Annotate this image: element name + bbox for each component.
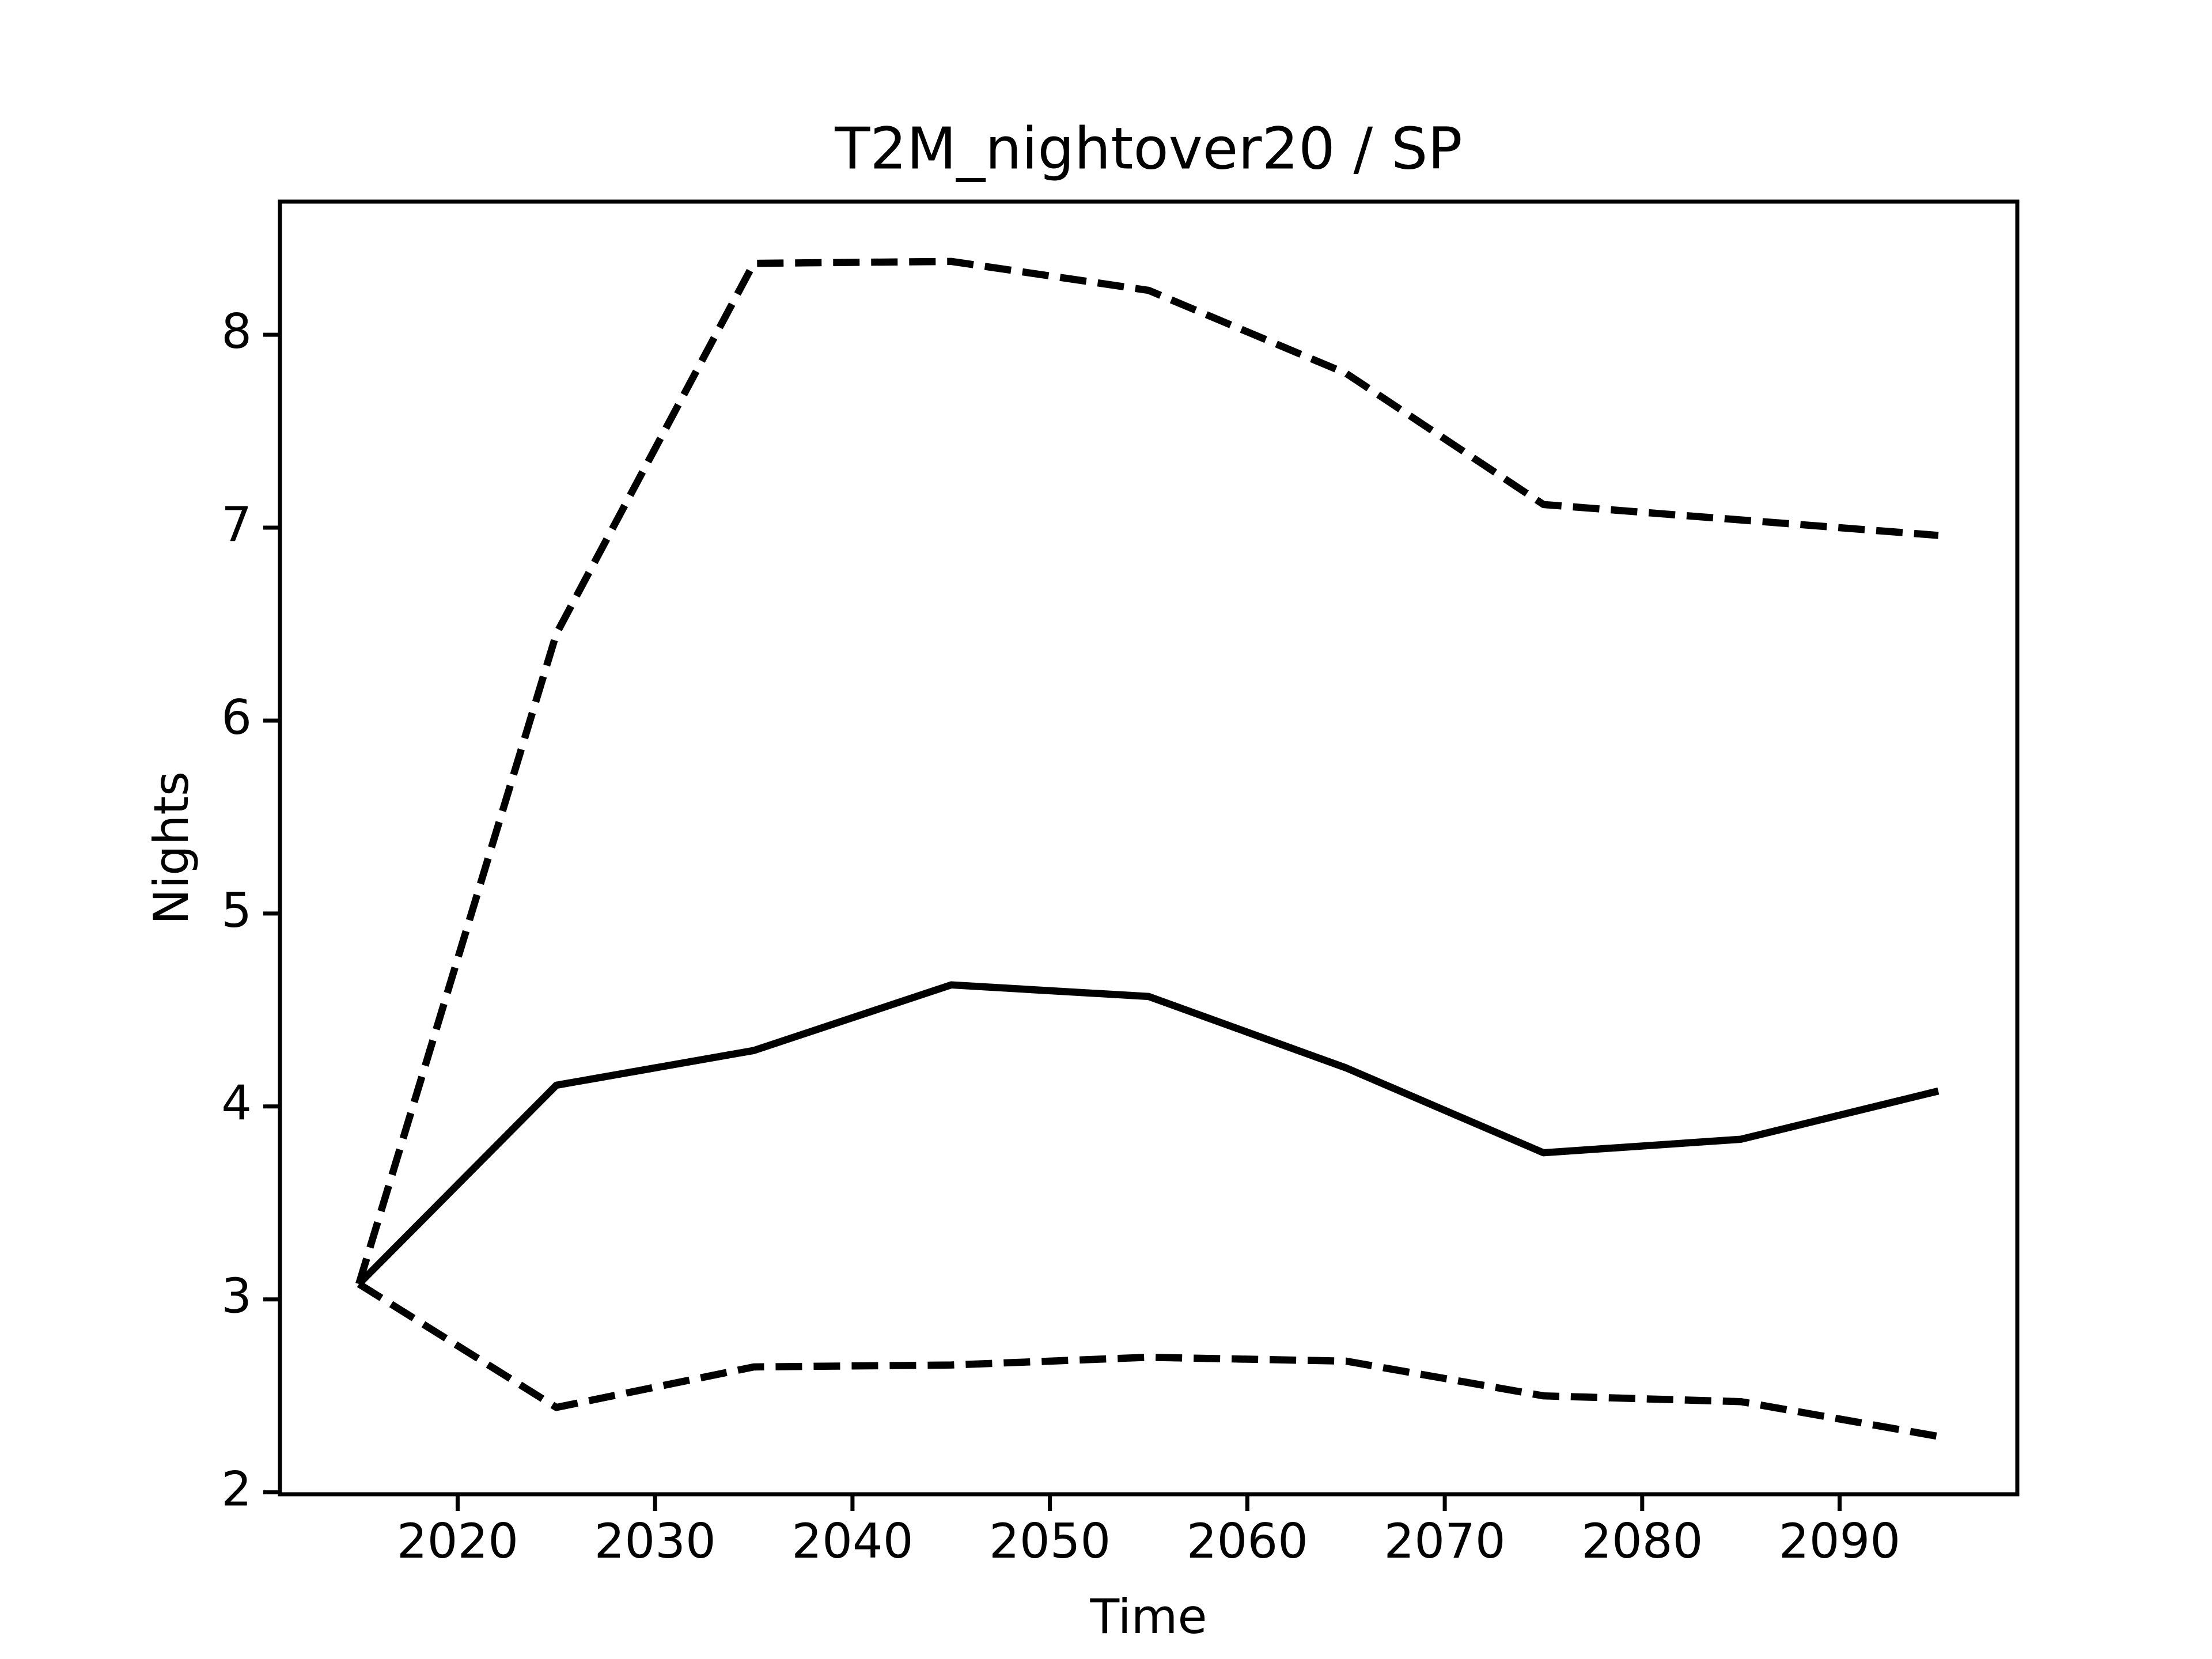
x-tick-label: 2050 <box>989 1513 1111 1569</box>
x-tick-label: 2020 <box>397 1513 518 1569</box>
series-line <box>355 257 1939 1285</box>
y-tick-label: 5 <box>221 882 252 938</box>
x-tick-label: 2060 <box>1187 1513 1308 1569</box>
series-line <box>356 981 1940 1287</box>
y-tick-label: 3 <box>221 1268 252 1324</box>
y-tick-label: 7 <box>221 497 252 552</box>
y-tick-label: 2 <box>221 1461 252 1517</box>
x-tick-label: 2040 <box>791 1513 913 1569</box>
x-tick-label: 2080 <box>1581 1513 1703 1569</box>
x-tick-label: 2030 <box>594 1513 716 1569</box>
plot-frame <box>278 199 2020 1497</box>
y-axis-label: Nights <box>143 771 199 925</box>
y-tick-label: 6 <box>221 690 252 745</box>
x-axis-label: Time <box>1089 1589 1207 1645</box>
y-tick-label: 8 <box>221 304 252 359</box>
y-tick-label: 4 <box>221 1075 252 1131</box>
x-tick-label: 2090 <box>1779 1513 1900 1569</box>
chart-title: T2M_nightover20 / SP <box>834 115 1463 182</box>
x-tick-label: 2070 <box>1384 1513 1505 1569</box>
